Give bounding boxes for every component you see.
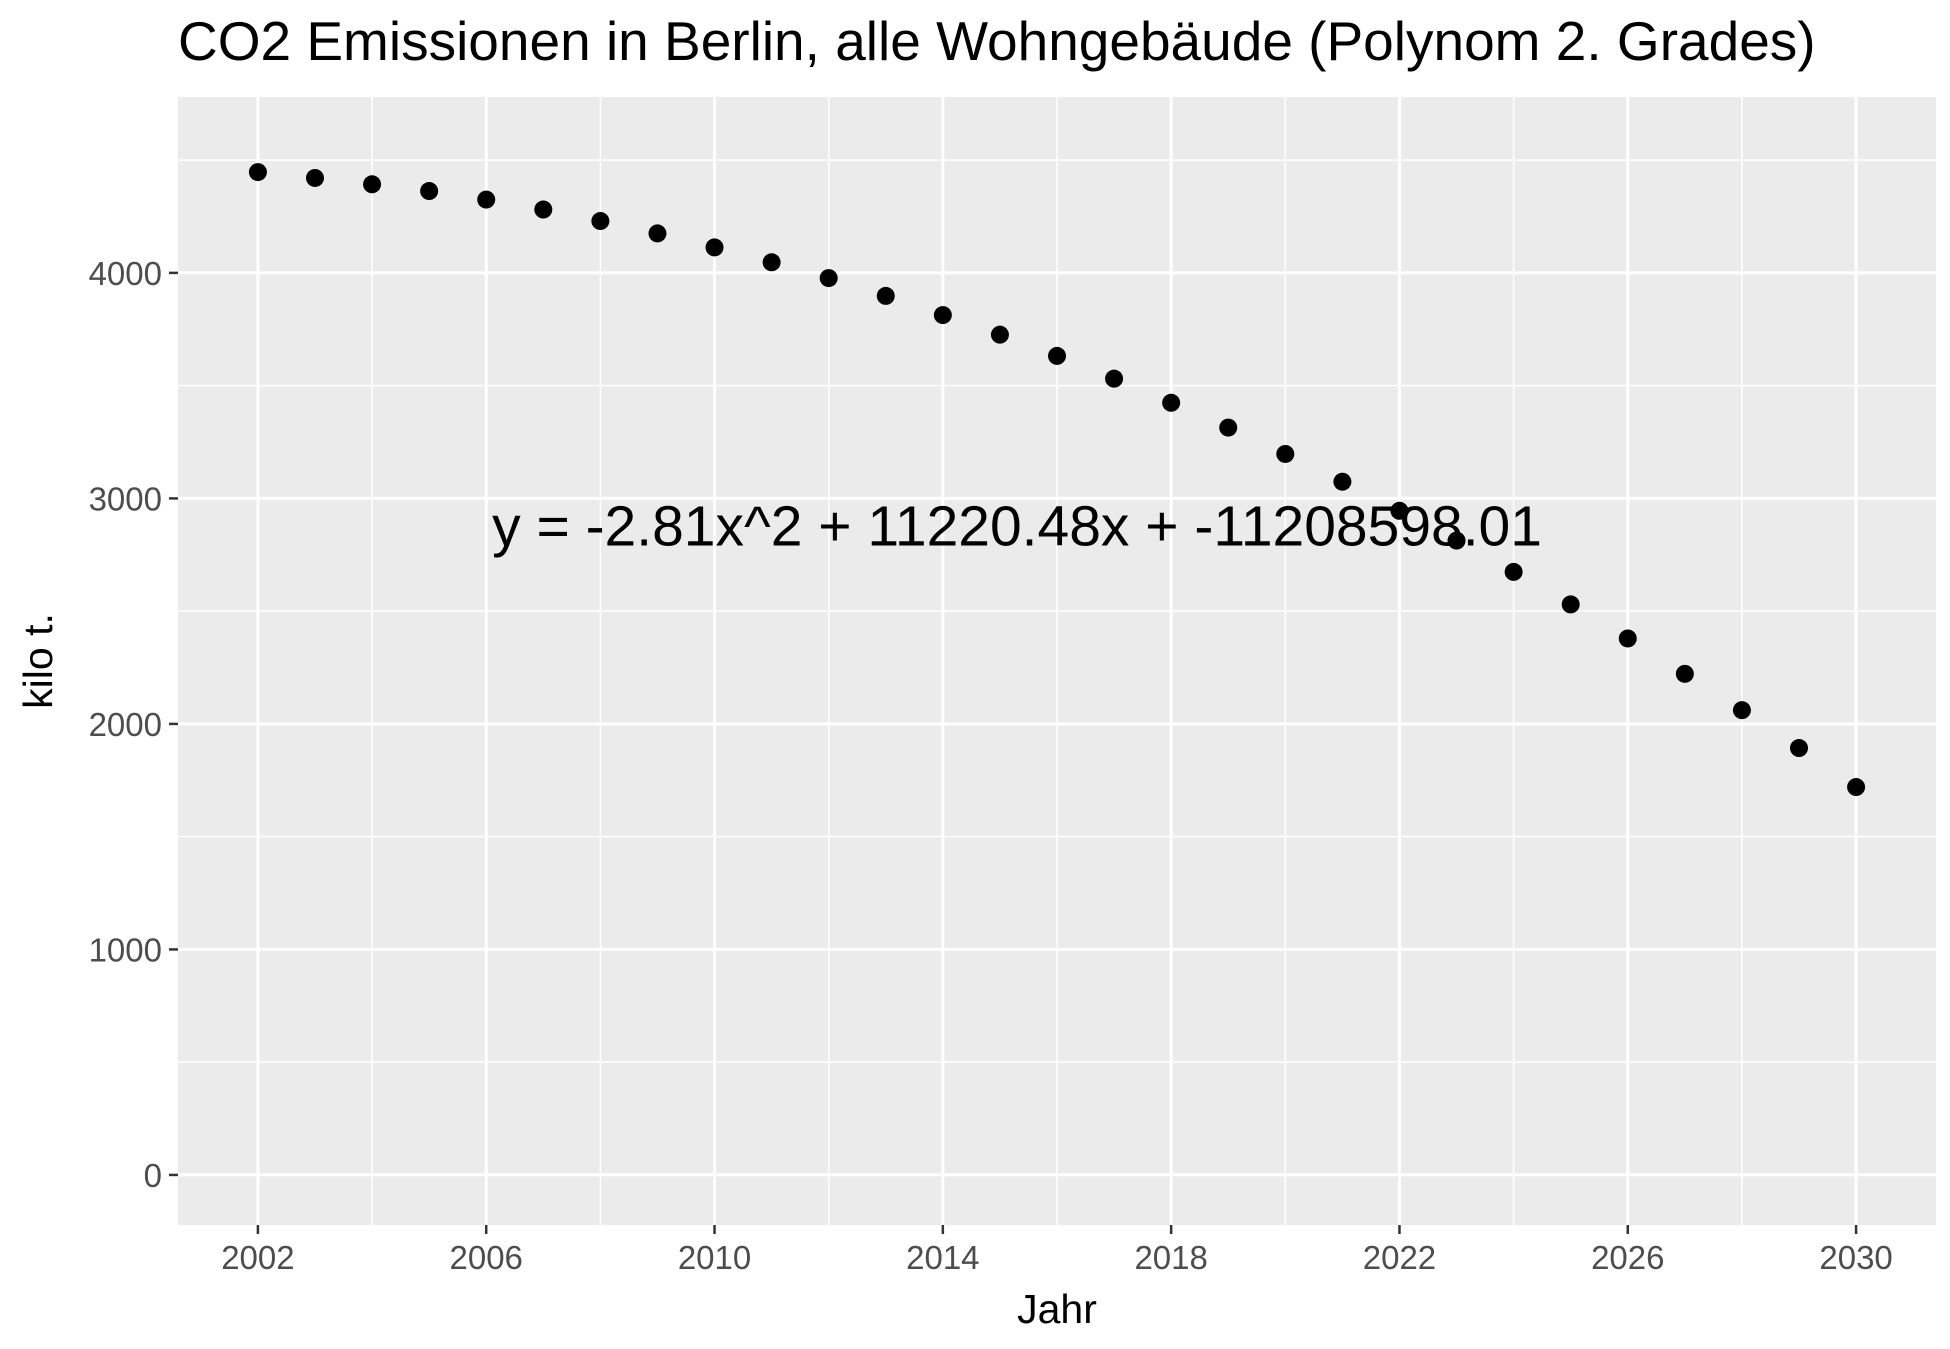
data-point	[1105, 369, 1124, 388]
data-point	[1390, 501, 1409, 520]
data-point	[1732, 701, 1751, 720]
y-axis: 0 1000 2000 3000 4000	[89, 255, 178, 1194]
data-point	[1162, 393, 1181, 412]
data-point	[762, 253, 781, 272]
data-point	[1790, 739, 1809, 758]
x-tick-label: 2018	[1134, 1239, 1207, 1276]
data-point	[363, 175, 382, 194]
data-point	[933, 306, 952, 325]
x-tick-label: 2002	[221, 1239, 294, 1276]
x-axis-title: Jahr	[1017, 1286, 1097, 1332]
data-point	[591, 212, 610, 231]
y-axis-title: kilo t.	[15, 613, 61, 709]
x-tick-label: 2010	[678, 1239, 751, 1276]
data-point	[1504, 562, 1523, 581]
data-point	[477, 190, 496, 209]
data-point	[648, 224, 667, 243]
equation-annotation: y = -2.81x^2 + 11220.48x + -11208598.01	[492, 494, 1542, 558]
y-tick-label: 1000	[89, 931, 162, 968]
data-point	[1618, 629, 1637, 648]
y-tick-label: 3000	[89, 480, 162, 517]
x-tick-label: 2022	[1363, 1239, 1436, 1276]
data-point	[876, 286, 895, 305]
data-point	[1219, 418, 1238, 437]
data-point	[1048, 346, 1066, 365]
x-tick-label: 2026	[1591, 1239, 1664, 1276]
x-tick-label: 2014	[906, 1239, 979, 1276]
data-points	[248, 163, 1866, 797]
data-point	[248, 163, 267, 182]
data-point	[305, 168, 324, 187]
x-tick-label: 2006	[450, 1239, 523, 1276]
data-point	[420, 182, 439, 201]
x-axis: 2002 2006 2010 2014 2018 2022 2026 2030	[221, 1225, 1893, 1276]
data-point	[990, 325, 1009, 344]
data-point	[1675, 664, 1694, 683]
data-point	[1847, 778, 1866, 797]
y-tick-label: 4000	[89, 255, 162, 292]
data-point	[1447, 531, 1466, 550]
data-point	[534, 200, 553, 219]
major-gridlines	[178, 97, 1936, 1225]
y-tick-label: 0	[144, 1157, 162, 1194]
y-tick-label: 2000	[89, 706, 162, 743]
data-point	[819, 269, 838, 288]
x-tick-label: 2030	[1819, 1239, 1892, 1276]
chart-title: CO2 Emissionen in Berlin, alle Wohngebäu…	[178, 10, 1816, 72]
data-point	[1561, 595, 1580, 614]
data-point	[705, 238, 724, 257]
data-point	[1276, 444, 1295, 463]
data-point	[1333, 472, 1352, 491]
